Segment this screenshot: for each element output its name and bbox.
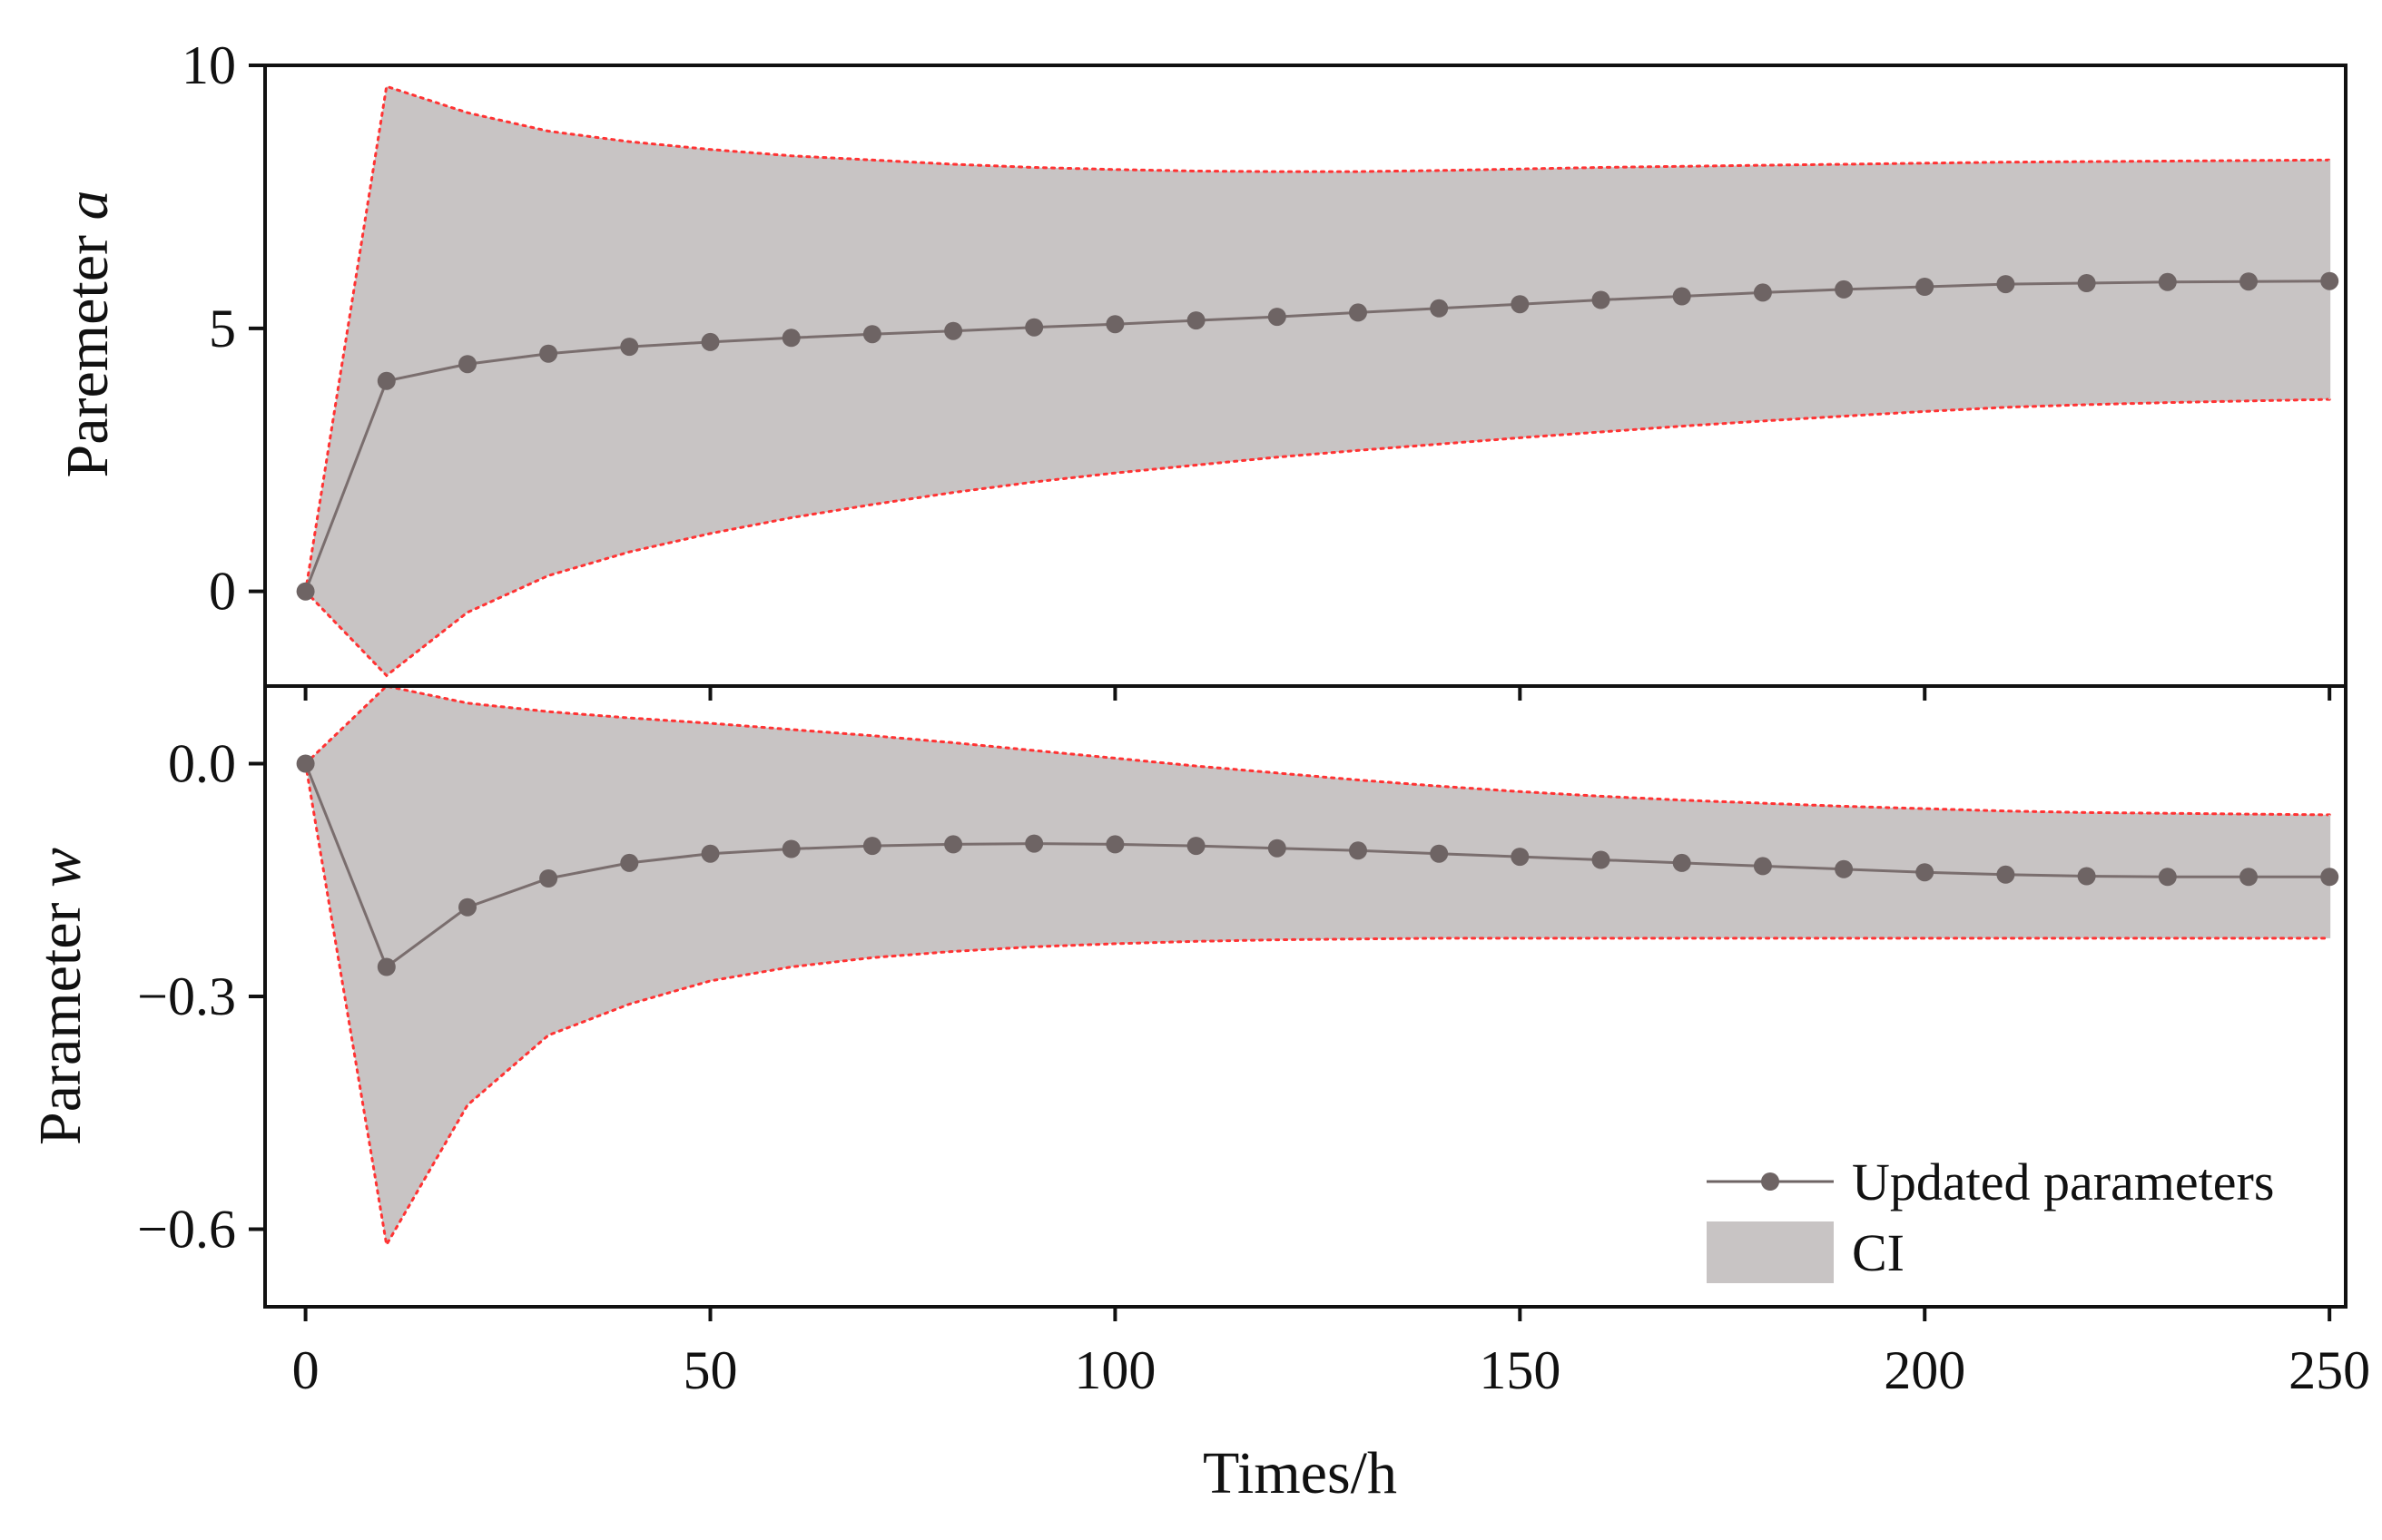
data-point-a: [1672, 287, 1691, 306]
y-tick-label-w: −0.3: [137, 966, 236, 1026]
data-point-w: [2239, 868, 2258, 887]
data-point-a: [782, 329, 801, 348]
data-point-w: [1186, 837, 1206, 856]
x-tick-label: 50: [684, 1340, 738, 1400]
ci-upper-edge-w: [304, 684, 2331, 817]
data-point-a: [2239, 272, 2258, 291]
data-point-w: [296, 754, 315, 773]
data-point-a: [1835, 280, 1854, 299]
data-point-a: [539, 344, 558, 363]
data-point-a: [1996, 275, 2015, 294]
legend: Updated parameters CI: [1707, 1153, 2274, 1283]
data-point-w: [1511, 848, 1530, 867]
legend-band-swatch: [1707, 1221, 1834, 1283]
data-point-a: [862, 325, 881, 344]
data-point-a: [1186, 311, 1206, 330]
panel-w: 0.0 −0.3 −0.6: [137, 684, 2348, 1321]
y-axis-title-w-text: Parameter: [27, 888, 94, 1145]
data-point-w: [1835, 859, 1854, 878]
data-point-w: [1591, 850, 1610, 869]
data-point-w: [539, 869, 558, 888]
x-axis-title: Times/h: [1203, 1440, 1397, 1506]
data-point-w: [1915, 863, 1934, 882]
data-point-w: [1672, 853, 1691, 872]
y-tick-label-a: 0: [209, 562, 236, 622]
data-point-a: [458, 355, 477, 374]
data-point-a: [1267, 308, 1286, 327]
data-point-a: [2158, 272, 2177, 291]
ci-lower-edge-a: [304, 397, 2331, 678]
legend-label-updated-parameters: Updated parameters: [1852, 1153, 2274, 1211]
data-point-a: [1753, 283, 1772, 302]
y-tick-label-a: 10: [182, 35, 236, 95]
x-tick-label: 250: [2288, 1340, 2370, 1400]
data-point-w: [1430, 844, 1449, 863]
data-point-a: [377, 371, 396, 390]
data-point-w: [1349, 841, 1367, 860]
data-point-w: [1025, 834, 1044, 853]
data-point-w: [701, 844, 720, 863]
ci-upper-edge-a: [304, 84, 2331, 593]
x-tick-label: 150: [1479, 1340, 1560, 1400]
y-axis-title-a: Paremeter a: [54, 190, 121, 477]
data-point-w: [1753, 857, 1772, 876]
data-point-a: [1915, 278, 1934, 296]
data-point-w: [944, 835, 963, 854]
data-point-w: [2320, 868, 2339, 887]
legend-marker-swatch: [1761, 1172, 1779, 1191]
x-tick-label: 0: [292, 1340, 320, 1400]
y-tick-label-a: 5: [209, 299, 236, 358]
y-tick-label-w: −0.6: [137, 1200, 236, 1260]
data-point-w: [620, 853, 639, 872]
y-axis-title-w: Parameter w: [27, 848, 94, 1145]
data-point-a: [1106, 315, 1125, 334]
y-axis-title-w-symbol: w: [27, 848, 94, 888]
panel-a: 0 5 10: [182, 35, 2348, 701]
plot-layer: 0 5 10 0.0 −0.3 −0.6 0 50 100 150 200 250: [137, 35, 2370, 1400]
data-point-a: [701, 332, 720, 351]
data-point-a: [944, 321, 963, 340]
ci-lower-edge-w: [304, 762, 2331, 1249]
data-point-a: [2077, 274, 2096, 292]
data-point-w: [2158, 868, 2177, 887]
data-point-w: [2077, 867, 2096, 886]
data-point-w: [377, 957, 396, 976]
data-point-a: [620, 338, 639, 357]
data-point-w: [862, 837, 881, 856]
data-point-w: [1106, 835, 1125, 854]
data-point-a: [2320, 271, 2339, 290]
y-axis-title-a-symbol: a: [54, 190, 121, 220]
data-point-w: [782, 839, 801, 858]
data-point-w: [1267, 839, 1286, 858]
data-point-a: [1025, 318, 1044, 337]
data-point-a: [296, 582, 315, 601]
ci-band-a: [305, 86, 2330, 676]
panel-frame-w: [263, 684, 2348, 1309]
data-point-a: [1349, 303, 1367, 322]
data-point-w: [1996, 865, 2015, 884]
data-point-a: [1511, 295, 1530, 314]
data-point-a: [1430, 299, 1449, 318]
data-point-a: [1591, 290, 1610, 309]
series-line-w: [304, 762, 2330, 969]
y-axis-title-a-text: Paremeter: [54, 220, 121, 477]
x-tick-label: 200: [1884, 1340, 1965, 1400]
x-tick-label: 100: [1074, 1340, 1156, 1400]
ci-band-w: [305, 686, 2330, 1245]
y-tick-label-w: 0.0: [168, 734, 236, 794]
data-point-w: [458, 898, 477, 917]
series-line-a: [304, 280, 2330, 593]
legend-label-ci: CI: [1852, 1223, 1905, 1282]
